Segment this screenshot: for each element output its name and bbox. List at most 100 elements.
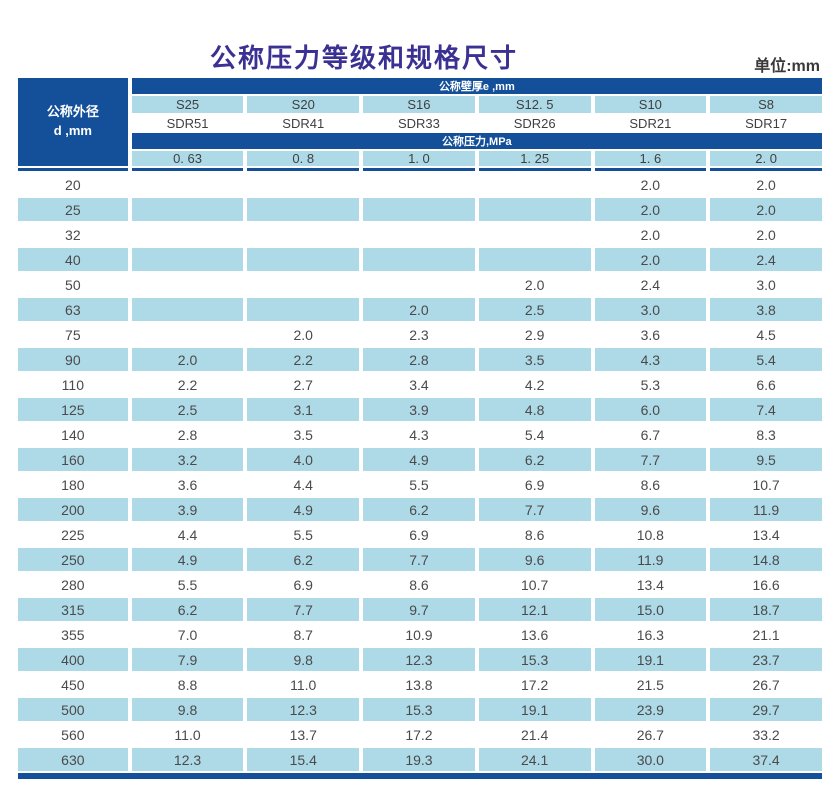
wall-thickness-cell: 21.1 bbox=[710, 623, 822, 646]
s-series-cell: S8 bbox=[710, 96, 822, 113]
wall-thickness-cell bbox=[478, 198, 591, 221]
wall-thickness-cell: 11.0 bbox=[131, 723, 244, 746]
wall-thickness-cell: 2.5 bbox=[478, 298, 591, 321]
wall-thickness-cell: 29.7 bbox=[710, 698, 822, 721]
wall-thickness-cell: 15.3 bbox=[363, 698, 475, 721]
wall-thickness-cell: 3.9 bbox=[131, 498, 244, 521]
pressure-header: 公称压力,MPa bbox=[131, 133, 822, 149]
wall-thickness-cell: 3.0 bbox=[594, 298, 707, 321]
wall-thickness-cell bbox=[247, 248, 360, 271]
sdr-series-cell: SDR17 bbox=[710, 115, 822, 131]
wall-thickness-cell: 5.4 bbox=[478, 423, 591, 446]
table-header: 公称外径 d ,mm 公称壁厚e ,mm S25 S20 S16 S12. 5 … bbox=[18, 78, 822, 171]
wall-thickness-cell: 17.2 bbox=[363, 723, 475, 746]
wall-thickness-cell: 2.0 bbox=[478, 273, 591, 296]
table-row: 225 4.4 5.5 6.9 8.6 10.8 13.4 bbox=[18, 523, 822, 546]
s-series-cell: S25 bbox=[131, 96, 244, 113]
s-series-cell: S10 bbox=[594, 96, 707, 113]
table-row: 355 7.0 8.7 10.9 13.6 16.3 21.1 bbox=[18, 623, 822, 646]
wall-thickness-cell: 9.5 bbox=[710, 448, 822, 471]
pressure-value-cell: 2. 0 bbox=[710, 151, 822, 166]
table-row: 25 2.0 2.0 bbox=[18, 198, 822, 221]
wall-thickness-cell: 2.5 bbox=[131, 398, 244, 421]
s-series-cell: S20 bbox=[247, 96, 360, 113]
wall-thickness-cell bbox=[131, 273, 244, 296]
wall-thickness-cell: 3.0 bbox=[710, 273, 822, 296]
wall-thickness-cell: 7.9 bbox=[131, 648, 244, 671]
wall-thickness-cell: 3.6 bbox=[594, 323, 707, 346]
wall-thickness-cell: 5.4 bbox=[710, 348, 822, 371]
wall-thickness-cell: 2.7 bbox=[247, 373, 360, 396]
pressure-value-cell: 1. 25 bbox=[478, 151, 591, 166]
wall-thickness-cell: 2.3 bbox=[363, 323, 475, 346]
outer-diameter-cell: 25 bbox=[18, 198, 128, 221]
wall-thickness-cell: 7.7 bbox=[594, 448, 707, 471]
wall-thickness-cell: 6.7 bbox=[594, 423, 707, 446]
s-series-cell: S16 bbox=[363, 96, 475, 113]
outer-diameter-cell: 125 bbox=[18, 398, 128, 421]
wall-thickness-cell: 4.5 bbox=[710, 323, 822, 346]
wall-thickness-cell: 12.3 bbox=[131, 748, 244, 771]
wall-thickness-cell: 2.9 bbox=[478, 323, 591, 346]
wall-thickness-cell: 10.7 bbox=[710, 473, 822, 496]
wall-thickness-cell bbox=[131, 298, 244, 321]
sdr-series-cell: SDR33 bbox=[363, 115, 475, 131]
table-row: 20 2.0 2.0 bbox=[18, 173, 822, 196]
wall-thickness-cell: 8.7 bbox=[247, 623, 360, 646]
wall-thickness-cell: 5.5 bbox=[131, 573, 244, 596]
header-separator bbox=[18, 168, 822, 171]
wall-thickness-cell: 2.0 bbox=[594, 173, 707, 196]
wall-thickness-cell: 8.3 bbox=[710, 423, 822, 446]
sdr-series-row: SDR51 SDR41 SDR33 SDR26 SDR21 SDR17 bbox=[18, 115, 822, 131]
wall-thickness-cell: 6.2 bbox=[131, 598, 244, 621]
wall-thickness-cell: 4.3 bbox=[594, 348, 707, 371]
wall-thickness-cell: 7.4 bbox=[710, 398, 822, 421]
table-row: 250 4.9 6.2 7.7 9.6 11.9 14.8 bbox=[18, 548, 822, 571]
outer-diameter-cell: 225 bbox=[18, 523, 128, 546]
wall-thickness-cell bbox=[363, 248, 475, 271]
outer-diameter-cell: 90 bbox=[18, 348, 128, 371]
outer-diameter-cell: 200 bbox=[18, 498, 128, 521]
wall-thickness-cell: 12.3 bbox=[247, 698, 360, 721]
wall-thickness-cell bbox=[131, 248, 244, 271]
wall-thickness-cell: 12.1 bbox=[478, 598, 591, 621]
wall-thickness-cell: 21.4 bbox=[478, 723, 591, 746]
wall-thickness-cell: 2.4 bbox=[594, 273, 707, 296]
pressure-value-cell: 0. 8 bbox=[247, 151, 360, 166]
wall-thickness-cell: 23.7 bbox=[710, 648, 822, 671]
wall-thickness-cell: 2.0 bbox=[594, 248, 707, 271]
wall-thickness-cell bbox=[247, 173, 360, 196]
pressure-values-row: 0. 63 0. 8 1. 0 1. 25 1. 6 2. 0 bbox=[18, 151, 822, 166]
wall-thickness-cell: 2.8 bbox=[363, 348, 475, 371]
table-footer bbox=[18, 773, 822, 779]
wall-thickness-cell: 15.3 bbox=[478, 648, 591, 671]
outer-diameter-cell: 40 bbox=[18, 248, 128, 271]
pressure-value-cell: 1. 0 bbox=[363, 151, 475, 166]
page-title: 公称压力等级和规格尺寸 bbox=[210, 43, 519, 73]
wall-thickness-cell: 4.4 bbox=[131, 523, 244, 546]
wall-thickness-cell: 6.2 bbox=[478, 448, 591, 471]
table-row: 160 3.2 4.0 4.9 6.2 7.7 9.5 bbox=[18, 448, 822, 471]
wall-thickness-cell: 3.5 bbox=[247, 423, 360, 446]
wall-thickness-cell: 13.4 bbox=[710, 523, 822, 546]
wall-thickness-cell: 3.4 bbox=[363, 373, 475, 396]
wall-thickness-cell bbox=[478, 248, 591, 271]
outer-diameter-cell: 280 bbox=[18, 573, 128, 596]
table-row: 200 3.9 4.9 6.2 7.7 9.6 11.9 bbox=[18, 498, 822, 521]
wall-thickness-cell: 4.0 bbox=[247, 448, 360, 471]
wall-thickness-cell bbox=[363, 223, 475, 246]
wall-thickness-cell bbox=[363, 173, 475, 196]
table-row: 125 2.5 3.1 3.9 4.8 6.0 7.4 bbox=[18, 398, 822, 421]
table-row: 400 7.9 9.8 12.3 15.3 19.1 23.7 bbox=[18, 648, 822, 671]
wall-thickness-cell: 26.7 bbox=[710, 673, 822, 696]
wall-thickness-cell: 9.8 bbox=[131, 698, 244, 721]
wall-thickness-cell: 9.6 bbox=[594, 498, 707, 521]
table-row: 75 2.0 2.3 2.9 3.6 4.5 bbox=[18, 323, 822, 346]
wall-thickness-cell: 8.6 bbox=[478, 523, 591, 546]
wall-thickness-cell: 2.2 bbox=[247, 348, 360, 371]
wall-thickness-cell: 8.6 bbox=[363, 573, 475, 596]
table-row: 450 8.8 11.0 13.8 17.2 21.5 26.7 bbox=[18, 673, 822, 696]
wall-thickness-cell: 2.0 bbox=[710, 173, 822, 196]
outer-diameter-cell: 140 bbox=[18, 423, 128, 446]
s-series-cell: S12. 5 bbox=[478, 96, 591, 113]
